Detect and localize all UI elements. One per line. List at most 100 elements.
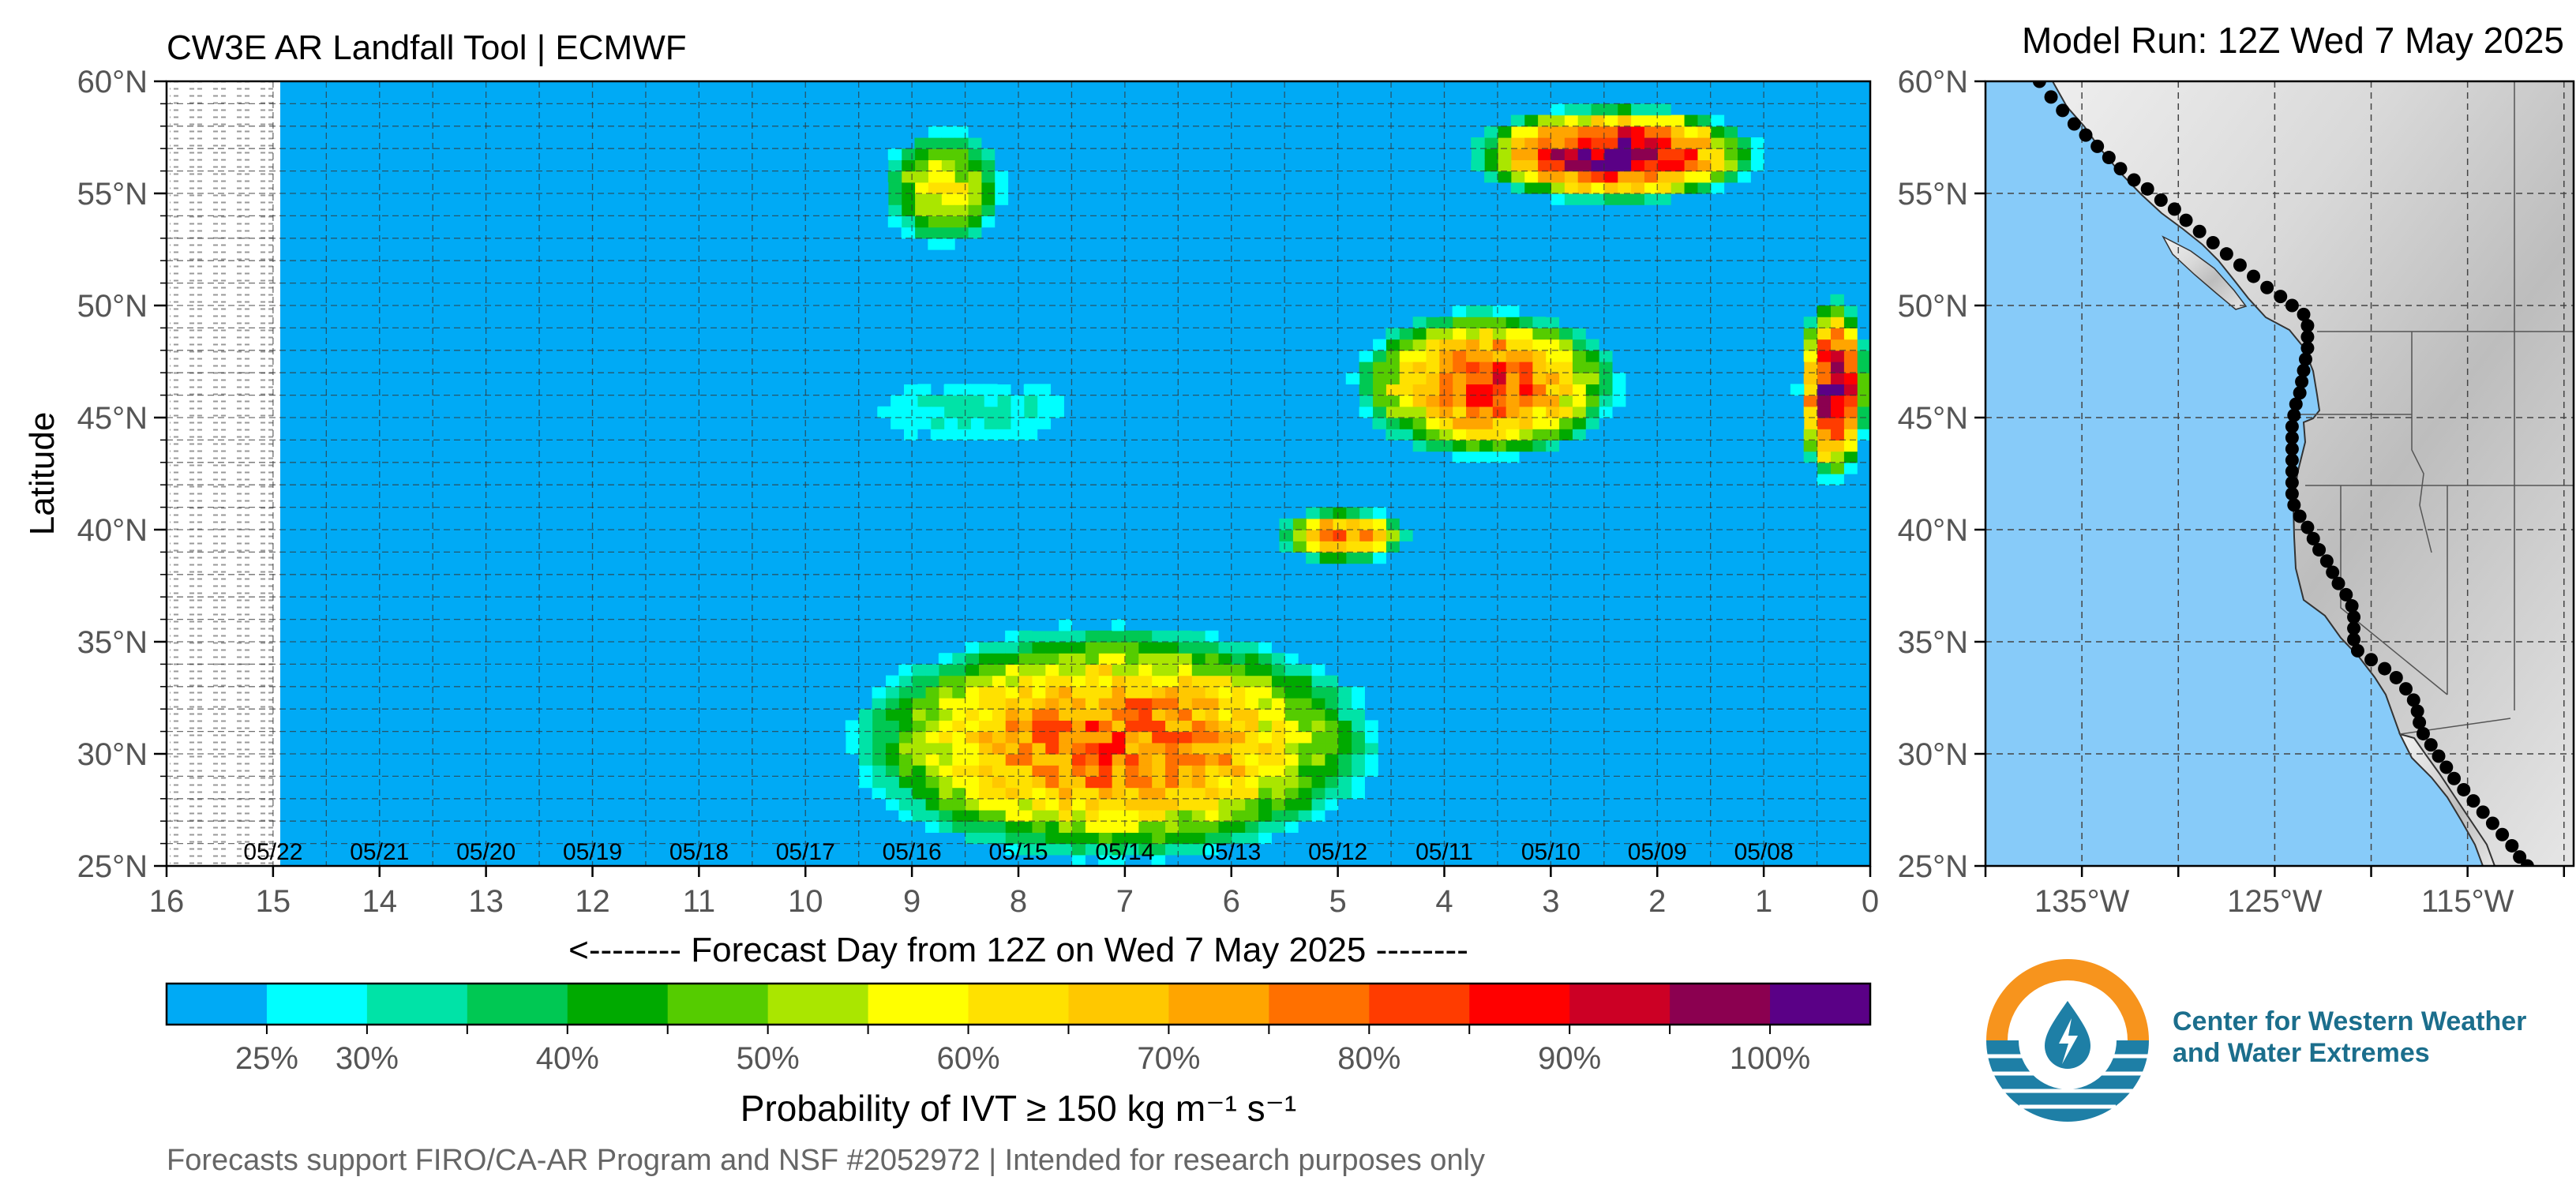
heatmap-cell-blob-4 bbox=[1345, 507, 1360, 519]
heatmap-cell-blob-5 bbox=[1090, 406, 1104, 418]
landfall-point bbox=[2331, 576, 2345, 590]
heatmap-cell-blob-6 bbox=[1151, 698, 1166, 710]
heatmap-cell-blob-2 bbox=[1518, 395, 1533, 407]
heatmap-cell-blob-2 bbox=[1399, 317, 1413, 328]
heatmap-cell-blob-6 bbox=[1112, 832, 1126, 845]
heatmap-cell-blob-6 bbox=[1244, 810, 1259, 822]
heatmap-cell-blob-6 bbox=[1298, 709, 1312, 721]
heatmap-cell-blob-6 bbox=[872, 810, 887, 822]
heatmap-cell-blob-6 bbox=[951, 653, 966, 665]
heatmap-cell-blob-6 bbox=[858, 731, 873, 744]
heatmap-cell-blob-6 bbox=[1151, 843, 1166, 856]
heatmap-cell-blob-6 bbox=[1298, 821, 1312, 833]
heatmap-cell-blob-6 bbox=[938, 686, 953, 699]
heatmap-cell-blob-6 bbox=[924, 810, 939, 822]
heatmap-cell-blob-2 bbox=[1412, 440, 1427, 452]
heatmap-cell-blob-6 bbox=[1298, 754, 1312, 766]
heatmap-cell-blob-1 bbox=[1497, 159, 1512, 172]
y-tick-label: 60°N bbox=[77, 65, 148, 99]
heatmap-cell-blob-6 bbox=[1058, 720, 1073, 733]
heatmap-cell-blob-1 bbox=[1524, 182, 1539, 194]
heatmap-cell-blob-2 bbox=[1518, 339, 1533, 351]
heatmap-cell-blob-6 bbox=[1005, 787, 1019, 800]
heatmap-cell-blob-5 bbox=[1023, 418, 1038, 429]
heatmap-cell-blob-6 bbox=[1298, 798, 1312, 811]
heatmap-cell-blob-1 bbox=[1550, 193, 1565, 205]
heatmap-cell-blob-6 bbox=[1205, 698, 1219, 710]
heatmap-cell-blob-6 bbox=[1031, 832, 1046, 845]
heatmap-cell-blob-6 bbox=[1085, 821, 1099, 833]
heatmap-cell-blob-6 bbox=[845, 686, 860, 699]
colorbar-tick-label: 70% bbox=[1137, 1041, 1200, 1076]
heatmap-cell-blob-6 bbox=[1005, 731, 1019, 744]
heatmap-cell-blob-2 bbox=[1532, 440, 1547, 452]
heatmap-cell-blob-6 bbox=[1031, 731, 1046, 744]
heatmap-cell-blob-2 bbox=[1572, 373, 1586, 384]
heatmap-cell-blob-6 bbox=[1324, 798, 1339, 811]
heatmap-cell-blob-6 bbox=[898, 709, 913, 721]
heatmap-cell-blob-6 bbox=[1271, 742, 1285, 755]
heatmap-cell-blob-2 bbox=[1505, 384, 1520, 396]
heatmap-cell-blob-5 bbox=[1037, 406, 1052, 418]
heatmap-cell-blob-6 bbox=[1284, 686, 1299, 699]
heatmap-cell-blob-6 bbox=[1031, 698, 1046, 710]
heatmap-cell-blob-6 bbox=[1098, 630, 1112, 643]
heatmap-cell-blob-6 bbox=[1378, 776, 1392, 789]
landfall-point bbox=[2413, 715, 2427, 729]
logo-text-line2: and Water Extremes bbox=[2173, 1038, 2430, 1068]
heatmap-cell-blob-6 bbox=[1258, 653, 1272, 665]
heatmap-cell-blob-6 bbox=[1191, 832, 1206, 845]
heatmap-cell-blob-0 bbox=[901, 171, 916, 183]
heatmap-cell-blob-1 bbox=[1657, 114, 1671, 127]
heatmap-cell-blob-6 bbox=[938, 810, 953, 822]
heatmap-cell-blob-6 bbox=[1205, 731, 1219, 744]
heatmap-cell-blob-2 bbox=[1385, 339, 1400, 351]
heatmap-cell-blob-4 bbox=[1372, 530, 1386, 542]
heatmap-cell-blob-6 bbox=[1324, 686, 1339, 699]
heatmap-cell-blob-0 bbox=[874, 193, 889, 205]
heatmap-cell-blob-6 bbox=[1071, 798, 1086, 811]
heatmap-cell-blob-6 bbox=[1151, 709, 1166, 721]
heatmap-cell-blob-1 bbox=[1471, 137, 1485, 149]
heatmap-cell-blob-6 bbox=[1044, 698, 1059, 710]
landfall-point bbox=[2067, 117, 2081, 131]
heatmap-cell-blob-3 bbox=[1830, 395, 1844, 407]
heatmap-cell-blob-6 bbox=[1071, 698, 1086, 710]
heatmap-cell-blob-3 bbox=[1857, 384, 1870, 396]
heatmap-cell-blob-2 bbox=[1465, 317, 1479, 328]
heatmap-cell-blob-6 bbox=[1124, 832, 1139, 845]
heatmap-cell-blob-3 bbox=[1803, 362, 1818, 373]
heatmap-cell-blob-4 bbox=[1385, 530, 1400, 542]
heatmap-cell-blob-1 bbox=[1457, 148, 1472, 160]
heatmap-cell-blob-0 bbox=[941, 182, 955, 194]
heatmap-cell-blob-2 bbox=[1412, 406, 1427, 418]
heatmap-cell-blob-6 bbox=[898, 754, 913, 766]
heatmap-cell-blob-1 bbox=[1683, 148, 1698, 160]
heatmap-cell-blob-2 bbox=[1532, 395, 1547, 407]
heatmap-cell-blob-4 bbox=[1372, 541, 1386, 553]
heatmap-cell-blob-6 bbox=[1071, 731, 1086, 744]
heatmap-cell-blob-2 bbox=[1532, 406, 1547, 418]
heatmap-cell-blob-2 bbox=[1425, 373, 1440, 384]
heatmap-cell-blob-3 bbox=[1830, 373, 1844, 384]
heatmap-cell-blob-3 bbox=[1817, 350, 1832, 362]
heatmap-cell-blob-6 bbox=[1191, 686, 1206, 699]
heatmap-cell-blob-0 bbox=[954, 126, 969, 138]
heatmap-cell-blob-6 bbox=[1112, 787, 1126, 800]
heatmap-cell-blob-6 bbox=[1018, 731, 1033, 744]
heatmap-cell-blob-2 bbox=[1465, 384, 1479, 396]
x-tick-label: 9 bbox=[903, 884, 921, 919]
heatmap-cell-blob-0 bbox=[967, 204, 982, 216]
heatmap-cell-blob-6 bbox=[1138, 742, 1153, 755]
heatmap-cell-blob-1 bbox=[1550, 114, 1565, 127]
landfall-point bbox=[2345, 599, 2359, 613]
heatmap-cell-blob-6 bbox=[1364, 754, 1378, 766]
heatmap-cell-blob-2 bbox=[1425, 395, 1440, 407]
heatmap-cell-blob-6 bbox=[965, 754, 980, 766]
landfall-point bbox=[2326, 565, 2340, 579]
heatmap-cell-blob-6 bbox=[1151, 742, 1166, 755]
heatmap-cell-blob-6 bbox=[1324, 675, 1339, 688]
heatmap-cell-blob-4 bbox=[1279, 541, 1293, 553]
heatmap-cell-blob-6 bbox=[1244, 664, 1259, 676]
heatmap-cell-blob-1 bbox=[1617, 114, 1632, 127]
